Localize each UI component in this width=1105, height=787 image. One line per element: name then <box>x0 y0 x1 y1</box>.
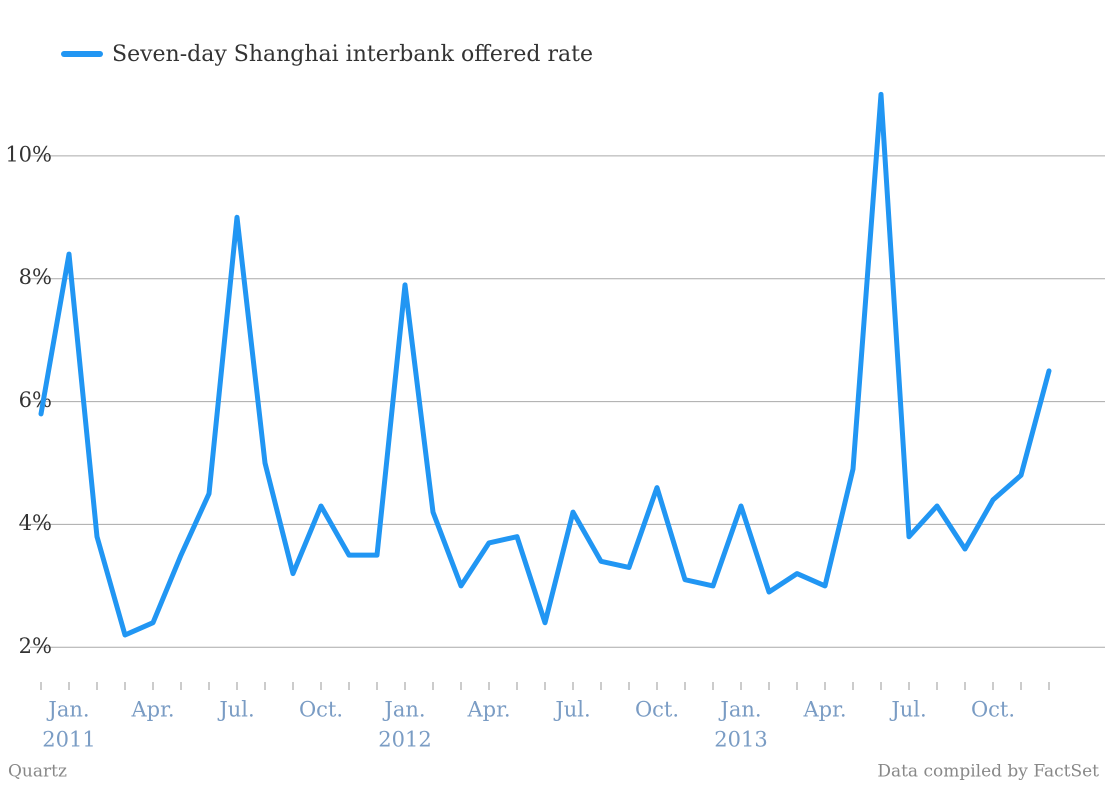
y-tick-label: 2% <box>19 634 52 658</box>
credit: Quartz <box>8 762 67 782</box>
x-tick-label: Jul. <box>217 698 254 722</box>
x-tick-label: Apr. <box>466 698 510 722</box>
x-year-label: 2011 <box>42 728 95 752</box>
x-tick-label: Jan. <box>46 698 89 722</box>
x-tick-label: Oct. <box>635 698 679 722</box>
source: Data compiled by FactSet <box>877 762 1099 782</box>
x-tick-label: Jan. <box>382 698 425 722</box>
x-tick-label: Oct. <box>971 698 1015 722</box>
x-tick-label: Jul. <box>889 698 926 722</box>
x-year-label: 2012 <box>378 728 431 752</box>
x-year-label: 2013 <box>714 728 767 752</box>
x-tick-label: Apr. <box>130 698 174 722</box>
x-tick-label: Jan. <box>718 698 761 722</box>
y-tick-label: 8% <box>19 265 52 289</box>
x-tick-label: Oct. <box>299 698 343 722</box>
legend-label: Seven-day Shanghai interbank offered rat… <box>112 42 593 67</box>
y-tick-label: 10% <box>5 142 52 166</box>
x-tick-label: Apr. <box>802 698 846 722</box>
x-tick-label: Jul. <box>553 698 590 722</box>
y-tick-label: 4% <box>19 511 52 535</box>
line <box>38 91 1052 638</box>
